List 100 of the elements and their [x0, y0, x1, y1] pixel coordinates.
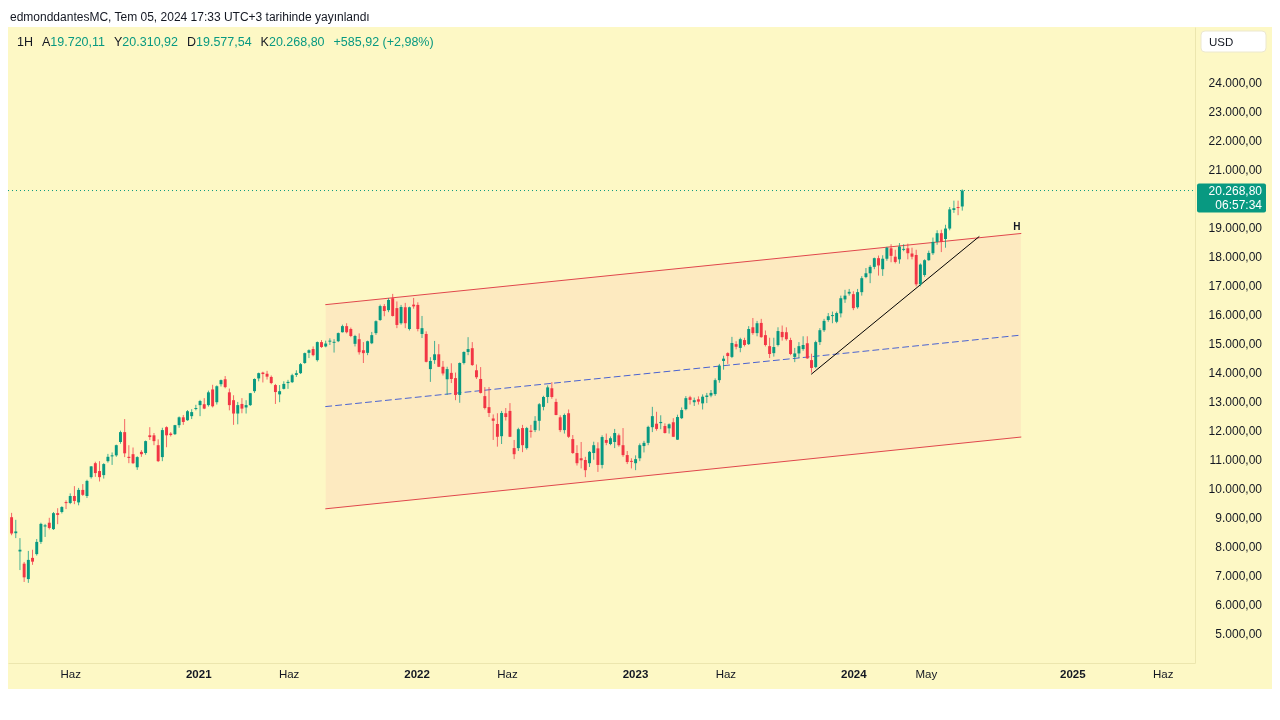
candlestick — [215, 384, 219, 406]
candlestick — [659, 414, 663, 430]
y-tick-label: 18.000,00 — [1208, 249, 1263, 264]
candlestick — [361, 341, 365, 364]
annotation: H — [1013, 220, 1021, 232]
candlestick — [72, 485, 76, 505]
y-tick-label: 11.000,00 — [1209, 453, 1263, 468]
candlestick — [328, 337, 332, 346]
candlestick — [897, 242, 901, 265]
candlestick — [592, 441, 596, 461]
candlestick — [730, 336, 734, 359]
candlestick — [52, 511, 55, 531]
candlestick — [579, 441, 583, 469]
candlestick — [621, 427, 625, 458]
text: 06:57:34 — [1215, 198, 1263, 213]
candlestick — [491, 413, 495, 441]
candlestick — [428, 356, 432, 383]
candlestick — [110, 451, 114, 466]
candlestick — [717, 363, 721, 384]
candlestick — [454, 372, 457, 401]
annotation: +585,92 (+2,98%) — [333, 35, 434, 49]
x-tick-label: 2025 — [1060, 668, 1087, 681]
candlestick — [751, 317, 755, 336]
candlestick — [98, 460, 101, 482]
candlestick — [240, 397, 244, 414]
candlestick — [667, 422, 671, 435]
candlestick — [495, 412, 499, 448]
candlestick — [889, 243, 893, 263]
candlestick — [227, 388, 231, 411]
candlestick — [10, 512, 14, 536]
candlestick — [194, 404, 198, 411]
y-tick-label: 15.000,00 — [1208, 336, 1263, 351]
candlestick — [521, 424, 524, 453]
candlestick — [43, 523, 47, 538]
candlestick — [851, 290, 855, 311]
candlestick — [948, 206, 952, 231]
candlestick — [864, 267, 868, 279]
candlestick — [433, 340, 437, 365]
candlestick — [650, 406, 654, 433]
candlestick — [26, 550, 30, 584]
candlestick — [839, 295, 843, 318]
candlestick — [877, 255, 880, 277]
candlestick — [236, 401, 240, 425]
x-tick-label: Haz — [1152, 668, 1174, 681]
candlestick — [944, 224, 947, 249]
y-tick-label: 24.000,00 — [1208, 75, 1263, 90]
text: 1H — [17, 35, 33, 49]
candlestick — [211, 384, 215, 408]
candlestick — [466, 336, 470, 356]
candlestick — [734, 340, 738, 350]
candlestick — [768, 337, 772, 359]
candlestick — [441, 360, 445, 376]
candlestick — [529, 424, 533, 439]
candlestick — [772, 337, 776, 358]
y-axis-title: USD — [1209, 35, 1234, 48]
candlestick — [939, 229, 943, 253]
candlestick — [500, 410, 504, 445]
candlestick — [956, 200, 960, 216]
y-tick-label: 6.000,00 — [1215, 598, 1263, 613]
y-tick-label: 8.000,00 — [1215, 540, 1263, 555]
x-tick-label: 2022 — [404, 668, 430, 681]
y-tick-label: 16.000,00 — [1208, 307, 1263, 322]
x-tick-label: Haz — [278, 668, 300, 681]
candlestick — [801, 335, 805, 352]
y-tick-label: 9.000,00 — [1215, 511, 1263, 526]
x-tick-label: 2024 — [841, 668, 868, 681]
y-tick-label: 14.000,00 — [1208, 365, 1263, 380]
candlestick — [403, 302, 407, 329]
annotation: K20.268,80 — [260, 35, 325, 49]
candlestick — [470, 341, 474, 367]
candlestick — [881, 254, 885, 277]
candlestick — [596, 441, 600, 473]
chart-title: edmonddantesMC, Tem 05, 2024 17:33 UTC+3 tarihinde yayınlandı — [10, 10, 370, 24]
candlestick — [106, 453, 110, 464]
candlestick — [747, 325, 751, 346]
x-tick-label: Haz — [60, 668, 82, 681]
candlestick — [123, 418, 127, 458]
candlestick — [810, 353, 813, 374]
candlestick — [571, 434, 575, 455]
candlestick — [567, 408, 571, 439]
y-tick-label: 19.000,00 — [1208, 220, 1263, 235]
candlestick — [39, 522, 43, 545]
y-tick-label: 13.000,00 — [1208, 394, 1263, 409]
candlestick — [676, 414, 679, 441]
candlestick — [613, 428, 617, 449]
candlestick — [445, 366, 449, 396]
candlestick — [688, 395, 692, 406]
y-tick-label: 23.000,00 — [1208, 104, 1263, 119]
y-tick-label: 10.000,00 — [1208, 482, 1263, 497]
candlestick — [22, 561, 26, 583]
candlestick — [357, 332, 361, 356]
candlestick — [479, 366, 483, 394]
candlestick — [583, 456, 587, 478]
annotation: Y20.310,92 — [114, 35, 179, 49]
candlestick — [856, 288, 860, 310]
x-tick-label: May — [915, 668, 938, 681]
y-tick-label: 21.000,00 — [1208, 162, 1263, 177]
candlestick — [918, 262, 922, 287]
candlestick — [483, 386, 487, 410]
candlestick — [273, 383, 277, 405]
